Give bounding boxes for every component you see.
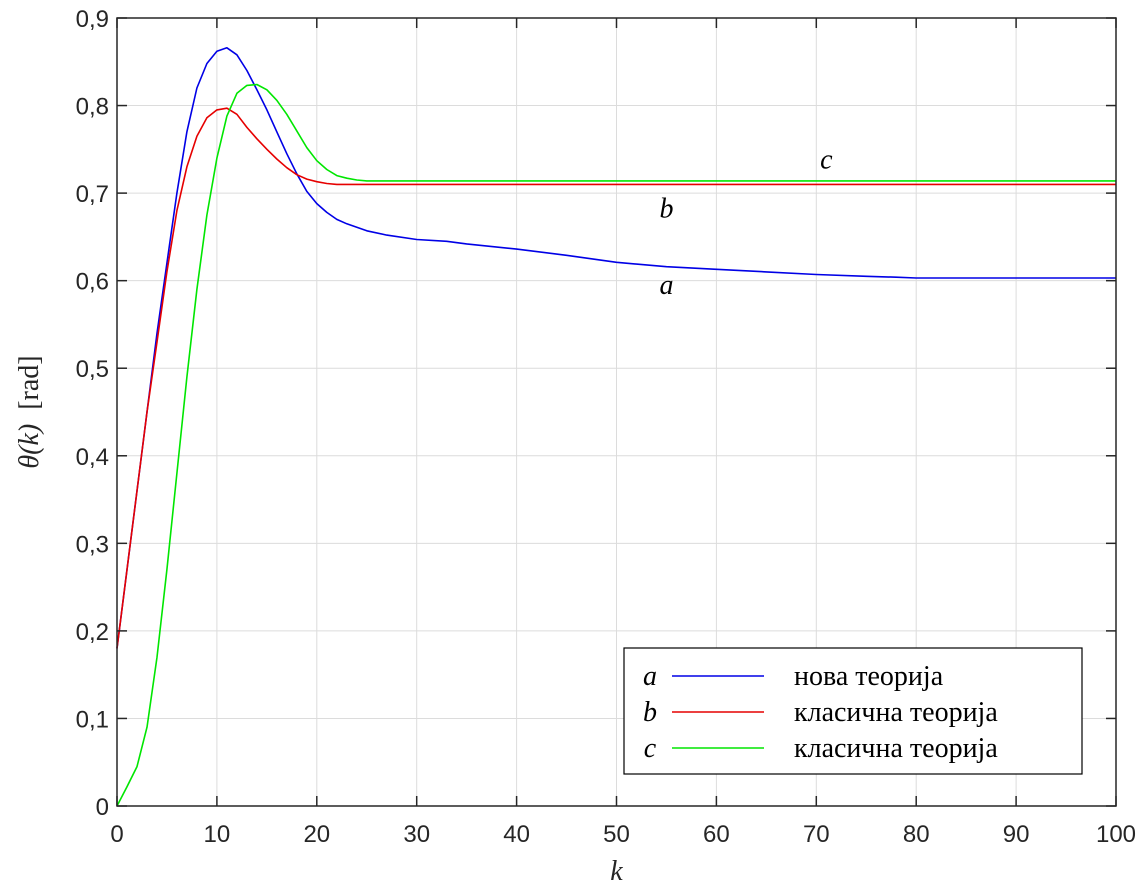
x-tick-label: 20 <box>303 821 330 848</box>
legend-key-c: c <box>644 733 657 764</box>
legend-label-b: класична теорија <box>794 697 998 728</box>
y-tick-label: 0,3 <box>76 531 109 558</box>
x-tick-label: 100 <box>1096 821 1136 848</box>
curve-label-c: c <box>820 145 833 176</box>
legend-box <box>623 647 1083 775</box>
x-tick-label: 0 <box>110 821 123 848</box>
y-tick-label: 0,9 <box>76 6 109 33</box>
y-tick-label: 0,4 <box>76 444 109 471</box>
y-tick-label: 0 <box>96 794 109 821</box>
x-axis-label: k <box>610 856 623 887</box>
y-tick-label: 0,2 <box>76 619 109 646</box>
legend-label-c: класична теорија <box>794 733 998 764</box>
curve-label-b: b <box>659 194 673 225</box>
y-tick-label: 0,7 <box>76 181 109 208</box>
series-line-c <box>116 83 1116 807</box>
x-tick-label: 50 <box>603 821 630 848</box>
x-tick-label: 60 <box>703 821 730 848</box>
ticks: 0 10 20 30 40 50 60 70 80 90 100 0 0,1 0,2 0,3 0,4 0,5 0,… <box>76 6 1136 848</box>
y-axis-symbol: θ(k) <box>14 424 45 469</box>
series-lines <box>116 47 1116 807</box>
x-tick-label: 80 <box>903 821 930 848</box>
x-tick-label: 70 <box>803 821 830 848</box>
legend-key-a: a <box>643 661 657 692</box>
series-line-b <box>116 107 1116 649</box>
legend-key-b: b <box>643 697 657 728</box>
x-tick-label: 10 <box>204 821 231 848</box>
x-tick-label: 40 <box>503 821 530 848</box>
y-tick-label: 0,6 <box>76 269 109 296</box>
curve-labels: a b c <box>659 145 833 301</box>
legend: a нова теорија b класична теорија c класична … <box>623 647 1083 775</box>
legend-label-a: нова теорија <box>794 661 944 692</box>
y-tick-label: 0,1 <box>76 706 109 733</box>
x-tick-label: 30 <box>403 821 430 848</box>
y-tick-label: 0,5 <box>76 356 109 383</box>
series-line-a <box>116 47 1116 649</box>
x-tick-label: 90 <box>1003 821 1030 848</box>
y-axis-unit: [rad] <box>14 355 45 409</box>
y-tick-label: 0,8 <box>76 94 109 121</box>
y-axis-label: θ(k) [rad] <box>14 355 45 468</box>
curve-label-a: a <box>659 270 673 301</box>
